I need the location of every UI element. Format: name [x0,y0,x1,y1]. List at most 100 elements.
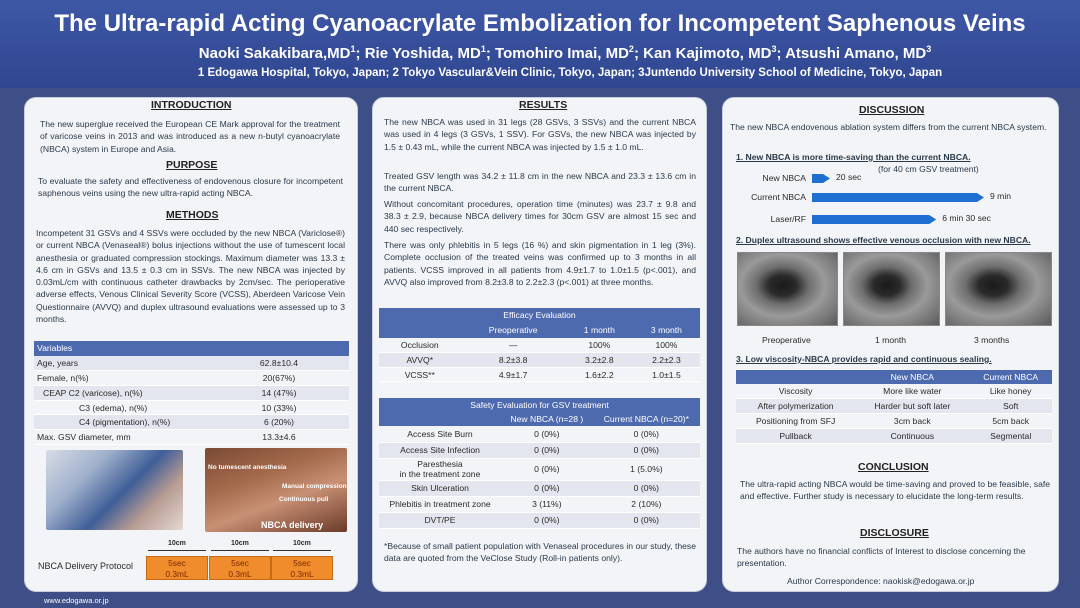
disclosure-text: The authors have no financial conflicts … [737,546,1026,569]
comparison-cell: Soft [969,398,1052,415]
variable-value: 62.8±10.4 [209,355,349,372]
efficacy-cell: VCSS** [379,367,461,383]
safety-title: Safety Evaluation for GSV treatment [379,398,700,412]
us-label-1-month: 1 month [875,335,907,345]
author-affiliation-number: 3 [926,44,932,54]
affiliations: 1 Edogawa Hospital, Tokyo, Japan; 2 Toky… [197,67,943,79]
protocol-cell-volume: 0.3mL [228,568,252,579]
author-name: Tomohiro Imai, MD [495,45,629,62]
comparison-cell: 5cm back [969,413,1052,429]
safety-cell: 0 (0%) [501,442,593,459]
safety-row: Skin Ulceration 0 (0%) 0 (0%) [379,480,700,497]
safety-table: Safety Evaluation for GSV treatment New … [379,398,700,529]
safety-cell: 0 (0%) [592,512,700,529]
efficacy-cell: 3.2±2.8 [565,352,633,368]
safety-cell: 0 (0%) [501,458,593,481]
safety-cell: 0 (0%) [592,480,700,497]
author-affiliation-number: 1 [350,44,356,54]
bar-value: 20 sec [836,172,862,182]
variables-header: Variables [34,341,349,356]
safety-cell: Phlebitis in treatment zone [379,496,501,513]
discussion-point-2: 2. Duplex ultrasound shows effective ven… [736,235,1031,245]
author-name: Kan Kajimoto, MD [643,45,772,62]
comparison-cell: More like water [855,384,970,400]
variable-label: Age, years [34,355,209,372]
methods-heading: METHODS [166,209,219,221]
poster-title: The Ultra-rapid Acting Cyanoacrylate Emb… [54,10,1026,37]
ultrasound-preoperative [737,252,838,326]
variable-label: Female, n(%) [34,370,209,386]
efficacy-cell: — [460,337,566,353]
author-name: Atsushi Amano, MD [785,45,927,62]
variable-value: 10 (33%) [209,400,349,416]
results-paragraph-4: There was only phlebitis in 5 legs (16 %… [384,240,696,287]
results-paragraph-3: Without concomitant procedures, operatio… [384,199,696,234]
protocol-length-label: 10cm [293,540,311,547]
author-separator: ; [355,45,365,62]
time-bar [812,174,830,183]
efficacy-title: Efficacy Evaluation [379,308,700,323]
purpose-text: To evaluate the safety and effectiveness… [38,176,343,199]
efficacy-table: Efficacy Evaluation Preoperative 1 month 3… [379,308,700,383]
comparison-cell: Viscosity [736,384,856,400]
comparison-row: Viscosity More like water Like honey [736,384,1052,400]
comparison-cell: Continuous [855,428,970,444]
protocol-cell-time: 5sec [231,558,249,568]
comparison-cell: After polymerization [736,398,856,415]
methods-text: Incompetent 31 GSVs and 4 SSVs were occl… [36,228,345,325]
protocol-length-line [273,550,331,551]
variable-label: C4 (pigmentation), n(%) [34,414,209,431]
efficacy-row: Occlusion —100% 100% [379,337,700,353]
variables-table: Variables Age, years 62.8±10.4 Female, n(%… [34,341,349,446]
nbca-comparison-table: New NBCA Current NBCA Viscosity More like … [736,370,1052,444]
efficacy-cell: 8.2±3.8 [460,352,566,368]
manual-compression-label: Manual compression [282,483,347,490]
safety-cell: Skin Ulceration [379,480,501,497]
efficacy-column-header: 1 month [565,322,633,338]
author-affiliation-number: 1 [480,44,486,54]
variable-label: Max. GSV diameter, mm [34,429,209,446]
discussion-point-3: 3. Low viscosity-NBCA provides rapid and… [736,354,992,364]
safety-row: Phlebitis in treatment zone 3 (11%) 2 (10%… [379,496,700,513]
ultrasound-1-month [843,252,940,326]
conclusion-text: The ultra-rapid acting NBCA would be tim… [740,479,1051,502]
procedure-photo [46,450,183,530]
protocol-length-line [211,550,269,551]
comparison-cell: 3cm back [855,413,970,429]
results-heading: RESULTS [519,99,568,111]
variables-row: Max. GSV diameter, mm 13.3±4.6 [34,429,349,446]
safety-row: DVT/PE 0 (0%) 0 (0%) [379,512,700,529]
discussion-intro: The new NBCA endovenous ablation system … [730,122,1047,132]
variables-row: CEAP C2 (varicose), n(%) 14 (47%) [34,385,349,401]
author-name: Rie Yoshida, MD [364,45,481,62]
safety-column-header: Current NBCA (n=20)* [592,412,700,426]
variables-row: Female, n(%) 20(67%) [34,370,349,386]
protocol-cell: 5sec 0.3mL [146,556,208,580]
safety-cell: 0 (0%) [592,426,700,443]
poster-header: The Ultra-rapid Acting Cyanoacrylate Emb… [0,0,1080,88]
no-tumescent-label: No tumescent anesthesia [208,464,287,471]
safety-row: Access Site Infection 0 (0%) 0 (0%) [379,442,700,459]
comparison-column-header [736,370,856,384]
efficacy-row: VCSS** 4.9±1.7 1.6±2.2 1.0±1.5 [379,367,700,383]
efficacy-row: AVVQ* 8.2±3.8 3.2±2.8 2.2±2.3 [379,352,700,368]
safety-cell: Paresthesia in the treatment zone [379,458,501,481]
comparison-column-header: Current NBCA [969,370,1052,384]
nbca-delivery-photo [205,448,347,532]
efficacy-column-header: 3 month [632,322,700,338]
protocol-label: NBCA Delivery Protocol [38,561,134,571]
continuous-pull-label: Continuous pull [279,496,329,503]
safety-row: Access Site Burn 0 (0%) 0 (0%) [379,426,700,443]
safety-footnote: *Because of small patient population wit… [384,541,696,564]
discussion-point-1: 1. New NBCA is more time-saving than the… [736,152,971,162]
efficacy-cell: 2.2±2.3 [632,352,700,368]
protocol-length-line [148,550,206,551]
bar-label: Current NBCA [751,192,806,202]
variable-value: 6 (20%) [209,414,349,431]
efficacy-cell: Occlusion [379,337,461,353]
protocol-length-label: 10cm [231,540,249,547]
variables-row: C4 (pigmentation), n(%) 6 (20%) [34,414,349,431]
bar-label: Laser/RF [770,214,806,224]
introduction-text: The new superglue received the European … [40,119,340,154]
comparison-row: Pullback Continuous Segmental [736,428,1052,444]
